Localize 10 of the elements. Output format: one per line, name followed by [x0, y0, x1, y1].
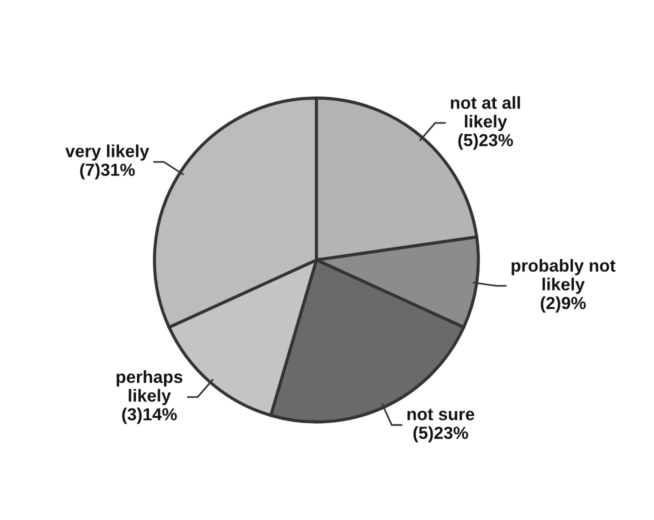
data-label: (5)23% [413, 426, 468, 442]
data-label: (2)9% [540, 296, 586, 313]
slice-label: not sure [407, 408, 474, 420]
data-label: (3)14% [122, 408, 177, 424]
slice-label: perhaps likely [116, 370, 182, 406]
slice-label: probably not likely [512, 259, 616, 294]
slice-label: very likely [65, 144, 150, 161]
slice-label: not at all likely [450, 96, 520, 132]
data-label: (5)23% [458, 134, 513, 150]
data-label: (7)31% [80, 163, 135, 180]
